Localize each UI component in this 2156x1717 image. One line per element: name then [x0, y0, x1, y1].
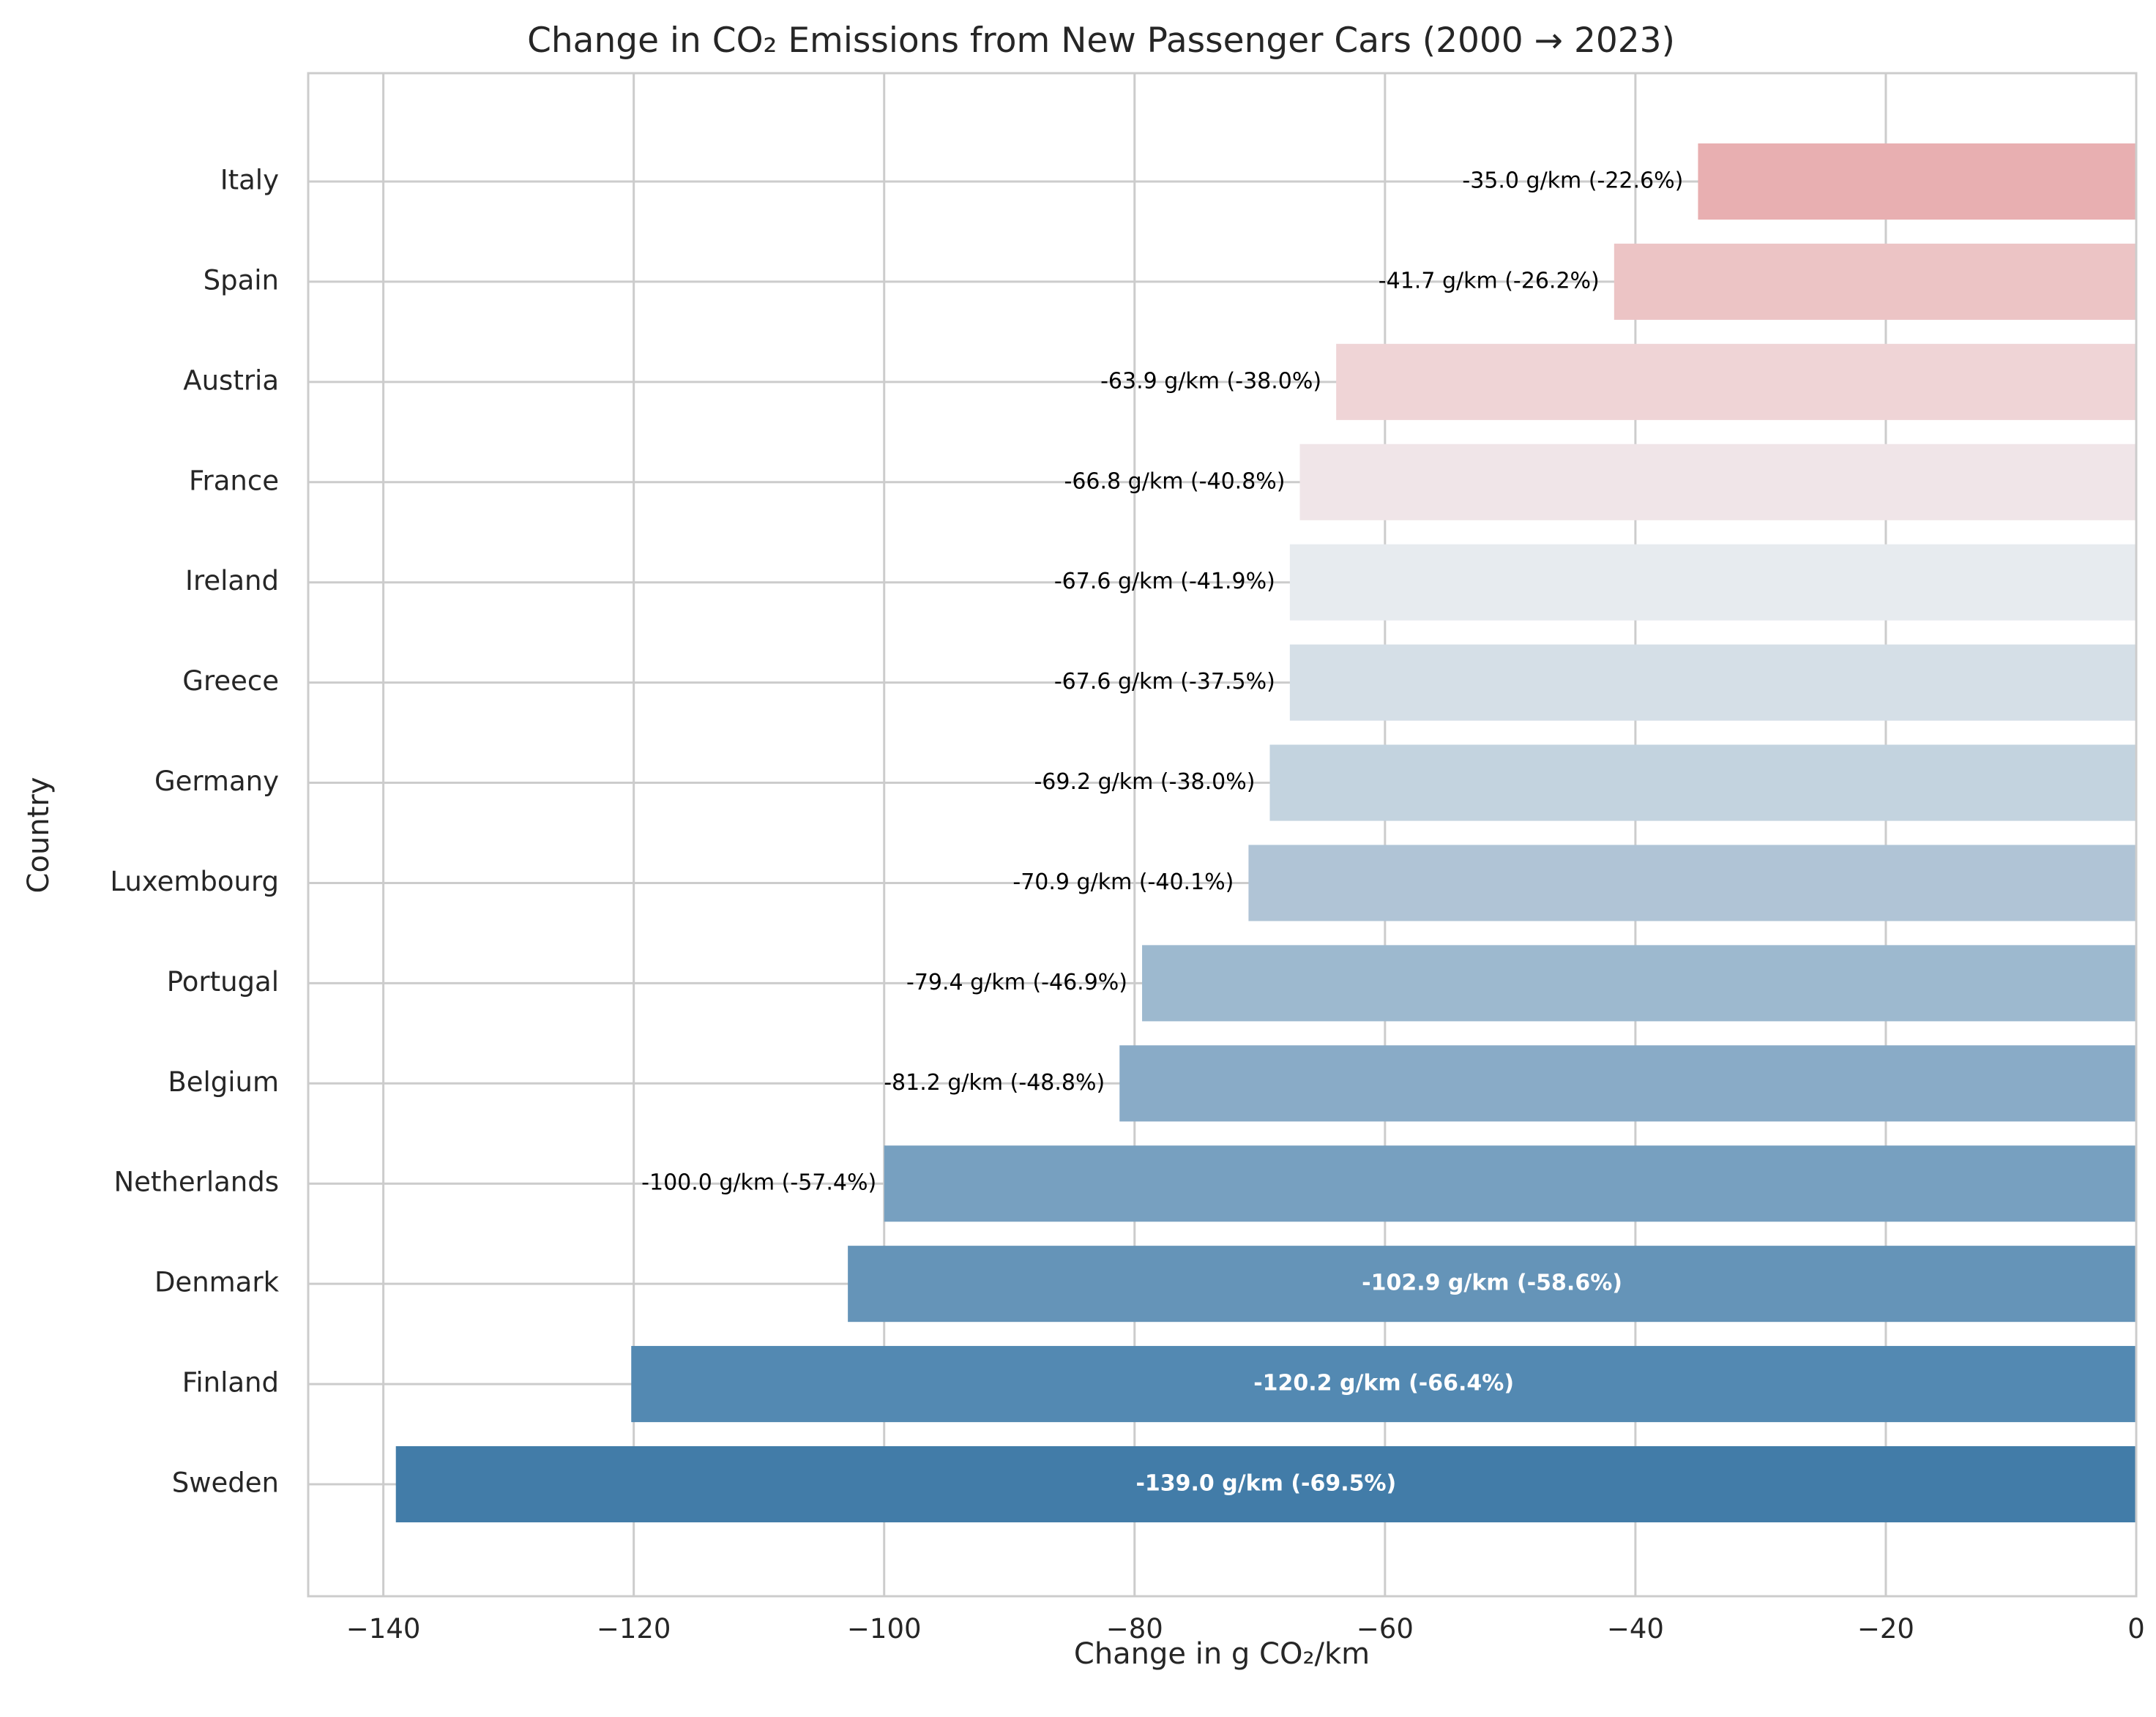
data-label-france: -66.8 g/km (-40.8%)	[1064, 468, 1286, 494]
data-label-austria: -63.9 g/km (-38.0%)	[1100, 368, 1321, 394]
y-tick-label: Italy	[220, 165, 279, 196]
data-label-ireland: -67.6 g/km (-41.9%)	[1054, 569, 1275, 594]
y-tick-label: Germany	[154, 766, 279, 797]
y-tick-label: Belgium	[168, 1066, 279, 1098]
bar-belgium	[1119, 1045, 2136, 1122]
y-tick-label: France	[189, 465, 279, 496]
bars	[395, 143, 2136, 1523]
data-label-denmark: -102.9 g/km (-58.6%)	[1362, 1271, 1622, 1296]
x-tick-label: −120	[597, 1613, 671, 1645]
data-label-belgium: -81.2 g/km (-48.8%)	[884, 1070, 1105, 1096]
bar-france	[1299, 444, 2136, 520]
bar-austria	[1336, 343, 2136, 420]
bar-denmark	[848, 1246, 2136, 1323]
x-tick-label: −80	[1106, 1613, 1163, 1645]
bar-germany	[1269, 744, 2136, 821]
bar-greece	[1289, 644, 2136, 721]
data-label-germany: -69.2 g/km (-38.0%)	[1034, 769, 1255, 795]
y-tick-label: Sweden	[172, 1467, 279, 1499]
x-tick-label: −60	[1357, 1613, 1414, 1645]
x-tick-label: −140	[346, 1613, 421, 1645]
chart-title: Change in CO₂ Emissions from New Passeng…	[527, 20, 1675, 61]
y-tick-label: Netherlands	[113, 1167, 279, 1198]
data-label-sweden: -139.0 g/km (-69.5%)	[1135, 1471, 1396, 1497]
y-tick-label: Greece	[182, 665, 279, 697]
bar-italy	[1698, 143, 2136, 220]
bar-netherlands	[884, 1145, 2136, 1222]
y-tick-label: Portugal	[167, 966, 279, 998]
bar-sweden	[395, 1445, 2136, 1523]
bar-portugal	[1142, 945, 2136, 1022]
y-tick-label: Finland	[182, 1367, 279, 1399]
bar-ireland	[1289, 544, 2136, 621]
axis-ticks: −140 −120 −100 −80 −60 −40 −20 0 Italy Spain Austr…	[110, 165, 2144, 1645]
data-labels: -35.0 g/km (-22.6%) -41.7 g/km (-26.2%) -6…	[641, 168, 1683, 1497]
x-tick-label: −100	[847, 1613, 922, 1645]
x-tick-label: 0	[2127, 1613, 2145, 1645]
y-tick-label: Luxembourg	[110, 866, 279, 897]
y-axis-label: Country	[22, 777, 56, 894]
plot-frame	[307, 72, 2138, 1598]
x-tick-label: −20	[1857, 1613, 1914, 1645]
y-tick-label: Spain	[204, 264, 279, 296]
y-tick-label: Denmark	[154, 1267, 280, 1298]
y-tick-label: Austria	[183, 364, 279, 396]
data-label-finland: -120.2 g/km (-66.4%)	[1253, 1371, 1514, 1396]
data-label-italy: -35.0 g/km (-22.6%)	[1462, 168, 1683, 194]
data-label-spain: -41.7 g/km (-26.2%)	[1379, 268, 1600, 293]
data-label-netherlands: -100.0 g/km (-57.4%)	[641, 1170, 876, 1196]
x-tick-label: −40	[1607, 1613, 1664, 1645]
bar-luxembourg	[1248, 845, 2136, 921]
bar-spain	[1614, 243, 2136, 320]
y-tick-label: Ireland	[185, 565, 279, 596]
data-label-portugal: -79.4 g/km (-46.9%)	[906, 970, 1127, 995]
x-axis-label: Change in g CO₂/km	[1074, 1637, 1370, 1671]
data-label-luxembourg: -70.9 g/km (-40.1%)	[1012, 869, 1234, 895]
data-label-greece: -67.6 g/km (-37.5%)	[1054, 669, 1275, 695]
bar-finland	[631, 1346, 2136, 1423]
